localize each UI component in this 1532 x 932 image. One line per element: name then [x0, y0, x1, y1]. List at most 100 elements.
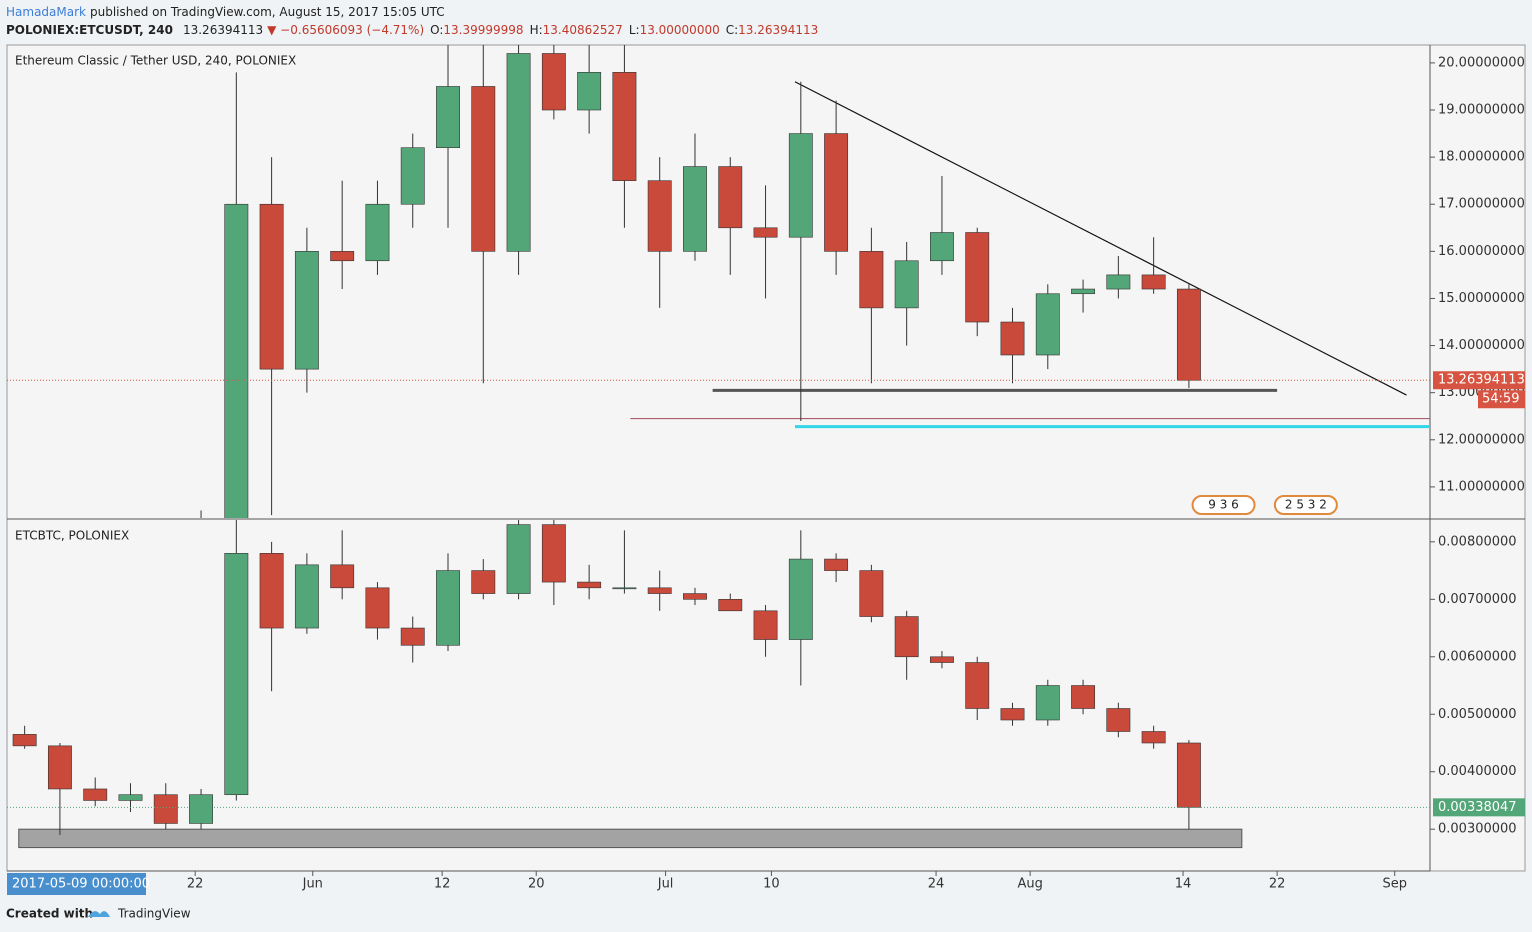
last-price-tag	[1433, 371, 1525, 390]
candle-body	[330, 564, 355, 589]
y-tick-label: 12.00000000	[1438, 432, 1525, 447]
candle-body	[894, 616, 919, 658]
event-label: 2 5 3 2	[1285, 498, 1327, 512]
pane-title: ETCBTC, POLONIEX	[15, 529, 129, 543]
footer-created: Created with	[6, 907, 93, 921]
y-tick-label: 20.00000000	[1438, 55, 1525, 70]
candle-body	[1141, 274, 1166, 290]
candle-body	[259, 203, 284, 370]
event-label: 9 3 6	[1208, 498, 1239, 512]
ohlc-value: 13.39999998	[443, 23, 523, 37]
candle-body	[1141, 731, 1166, 744]
candle-body	[118, 794, 143, 801]
x-tick-label: Jul	[657, 877, 674, 892]
y-tick-label: 0.00600000	[1438, 649, 1517, 664]
x-tick-label: 10	[763, 877, 780, 892]
candle-body	[753, 610, 778, 640]
x-tick-label: 22	[1269, 877, 1286, 892]
last-price-label: 13.26394113	[1438, 373, 1525, 388]
candle-body	[400, 147, 425, 205]
x-tick-label: 12	[434, 877, 451, 892]
candle-body	[12, 734, 37, 747]
last-price-label: 0.00338047	[1438, 800, 1517, 815]
candle-body	[541, 53, 566, 111]
author[interactable]: HamadaMark	[6, 5, 86, 19]
pane-title: Ethereum Classic / Tether USD, 240, POLO…	[15, 54, 296, 68]
candle-body	[577, 72, 602, 111]
y-tick-label: 0.00300000	[1438, 822, 1517, 837]
candle-body	[647, 587, 672, 594]
candle-body	[294, 251, 319, 370]
candle-body	[965, 662, 990, 709]
candle-body	[436, 570, 460, 646]
plot-frame	[6, 44, 1526, 872]
candle-body	[189, 794, 213, 824]
zone	[18, 828, 1243, 849]
candle-body	[400, 627, 425, 646]
candle-body	[259, 553, 284, 629]
cursor-label: 2017-05-09 00:00:00	[12, 877, 150, 892]
y-tick-label: 14.00000000	[1438, 338, 1525, 353]
candle-body	[1000, 708, 1025, 721]
y-tick-label: 11.00000000	[1438, 479, 1525, 494]
y-tick-label: 17.00000000	[1438, 197, 1525, 212]
x-tick-label: 24	[928, 877, 945, 892]
candle-body	[859, 251, 884, 309]
x-tick-label: 22	[187, 877, 204, 892]
symbol: POLONIEX:ETCUSDT, 240	[6, 23, 173, 37]
event-marker	[1273, 495, 1338, 515]
ohlc-label: O:	[430, 23, 443, 37]
candle-body	[541, 524, 566, 583]
candle-body	[224, 203, 249, 518]
x-tick-label: 20	[528, 877, 545, 892]
x-tick-label: Sep	[1382, 877, 1407, 892]
candle-body	[1035, 293, 1060, 356]
candle-body	[1106, 708, 1131, 732]
ohlc-label: H:	[530, 23, 543, 37]
countdown-tag	[1478, 390, 1525, 409]
footer-brand[interactable]: TradingView	[117, 907, 191, 921]
last-price-tag	[1433, 798, 1525, 817]
header-line: HamadaMark published on TradingView.com, …	[6, 5, 445, 19]
candle-body	[718, 599, 743, 612]
candle-body	[1035, 685, 1060, 721]
x-tick-label: 14	[1175, 877, 1192, 892]
countdown: 54:59	[1482, 392, 1519, 407]
candle-body	[471, 570, 496, 594]
ohlc-label: C:	[726, 23, 738, 37]
candle-body	[330, 251, 355, 262]
candle-body	[965, 232, 990, 323]
candle-body	[612, 587, 637, 590]
candle-body	[753, 227, 778, 238]
candle-body	[436, 86, 460, 149]
candle-body	[788, 133, 813, 238]
logo	[88, 911, 110, 917]
y-tick-label: 0.00400000	[1438, 764, 1517, 779]
candle-body	[824, 558, 849, 571]
y-tick-label: 16.00000000	[1438, 244, 1525, 259]
change: ▼ −0.65606093 (−4.71%)	[267, 23, 424, 37]
candle-body	[1106, 274, 1131, 290]
candle-body	[788, 558, 813, 640]
y-tick-label: 15.00000000	[1438, 291, 1525, 306]
candle-body	[1000, 321, 1025, 356]
candle-body	[647, 180, 672, 252]
y-tick-label: 19.00000000	[1438, 103, 1525, 118]
ohlc-label: L:	[629, 23, 640, 37]
pane	[7, 520, 1430, 849]
symbol-line: POLONIEX:ETCUSDT, 240 13.26394113 ▼ −0.656…	[6, 23, 818, 37]
y-tick-label: 0.00500000	[1438, 707, 1517, 722]
candle-body	[859, 570, 884, 617]
x-tick-label: Jun	[302, 877, 323, 892]
cursor-tag	[7, 873, 146, 895]
ohlc-value: 13.00000000	[640, 23, 720, 37]
candle-body	[1176, 742, 1201, 808]
candle-body	[683, 166, 707, 252]
candle-body	[47, 745, 72, 790]
pane	[7, 45, 1430, 518]
candle-body	[718, 166, 743, 229]
candle-body	[894, 260, 919, 309]
candle-body	[612, 72, 637, 181]
candle-body	[506, 53, 531, 252]
